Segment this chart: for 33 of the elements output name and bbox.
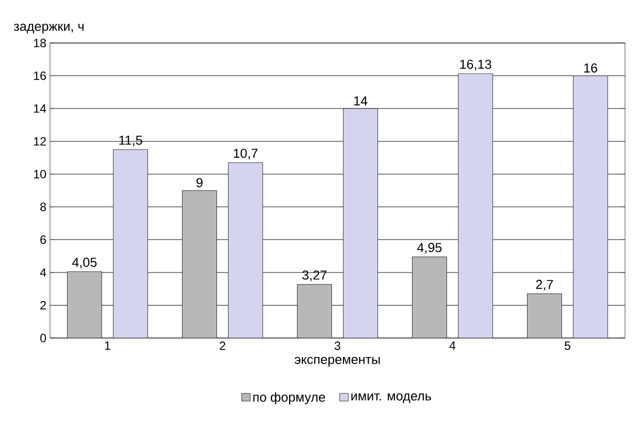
data-label: 3,27 <box>302 270 326 282</box>
y-tick-label: 8 <box>40 202 46 212</box>
y-axis-title: задержки, ч <box>14 24 84 34</box>
data-label: 4,95 <box>417 242 442 254</box>
data-label: 2,7 <box>536 280 553 291</box>
x-tick-label: 1 <box>105 342 110 350</box>
legend-label: по формуле <box>253 392 325 404</box>
legend-label: имит. модель <box>351 393 432 403</box>
x-axis-title: эксперементы <box>294 356 380 367</box>
data-label: 10,7 <box>234 148 258 160</box>
bar <box>527 294 562 338</box>
y-tick-label: 2 <box>40 301 46 310</box>
y-tick-label: 14 <box>34 104 46 113</box>
y-tick-label: 12 <box>34 137 46 146</box>
bar <box>67 271 102 338</box>
x-tick-label: 5 <box>564 342 570 350</box>
data-label: 9 <box>196 178 203 188</box>
bar <box>182 190 217 338</box>
data-label: 14 <box>354 96 368 106</box>
y-tick-label: 16 <box>34 72 46 80</box>
x-tick-label: 4 <box>449 342 456 350</box>
data-label: 16,13 <box>460 60 492 70</box>
y-tick-label: 18 <box>34 38 46 48</box>
y-tick-label: 0 <box>40 334 46 342</box>
y-tick-label: 6 <box>40 235 46 244</box>
x-tick-label: 3 <box>334 342 340 350</box>
x-tick-label: 2 <box>220 342 226 350</box>
data-label: 16 <box>584 63 598 73</box>
bar <box>297 284 332 338</box>
bar <box>412 256 447 338</box>
y-tick-label: 4 <box>40 268 46 277</box>
data-label: 4,05 <box>72 258 97 268</box>
y-tick-label: 10 <box>34 170 46 178</box>
